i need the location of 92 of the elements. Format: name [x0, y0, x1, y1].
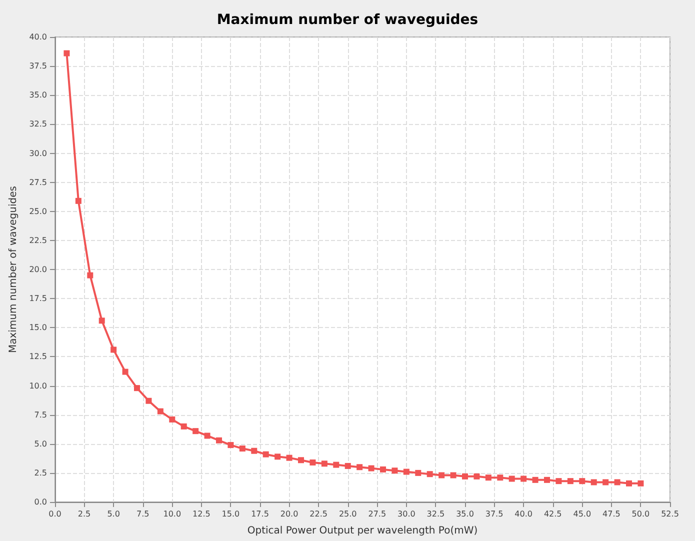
y-tick-label: 37.5	[29, 62, 47, 71]
x-tick-label: 10.0	[163, 510, 182, 518]
x-tick-label: 45.0	[573, 510, 592, 518]
point	[262, 451, 269, 458]
point	[638, 480, 644, 486]
point	[508, 476, 515, 482]
point	[544, 476, 550, 483]
point	[192, 428, 199, 434]
point	[157, 408, 164, 414]
x-axis-title: Optical Power Output per wavelength Po(mW)	[247, 526, 478, 536]
x-tick-label: 12.5	[192, 510, 210, 518]
y-tick-label: 10.0	[29, 381, 47, 390]
point	[426, 471, 433, 478]
point	[98, 318, 105, 324]
x-tick-label: 52.5	[661, 510, 679, 518]
point	[228, 442, 234, 448]
point	[602, 479, 609, 486]
point	[204, 432, 210, 439]
x-tick-label: 27.5	[368, 510, 386, 518]
point	[485, 474, 492, 481]
point	[368, 465, 374, 472]
point	[333, 462, 340, 468]
y-tick-label: 15.0	[29, 323, 47, 332]
x-tick-label: 25.0	[338, 510, 357, 518]
y-tick-label: 25.0	[29, 206, 47, 216]
point	[438, 472, 445, 478]
point	[251, 448, 258, 454]
y-tick-label: 20.0	[29, 265, 47, 274]
point	[392, 468, 398, 474]
chart-title: Maximum number of waveguides	[216, 12, 478, 28]
x-tick-label: 2.5	[78, 510, 91, 518]
point	[462, 473, 468, 480]
y-tick-label: 22.5	[29, 236, 47, 245]
point	[474, 473, 480, 480]
y-tick-label: 30.0	[29, 148, 47, 158]
y-tick-label: 0.0	[34, 498, 47, 506]
point	[532, 476, 538, 483]
x-tick-label: 50.0	[632, 510, 650, 518]
point	[216, 437, 222, 444]
point	[579, 478, 586, 484]
point	[450, 472, 456, 478]
point	[415, 470, 422, 476]
point	[239, 446, 246, 452]
y-tick-label: 7.5	[34, 410, 47, 420]
point	[110, 346, 117, 353]
y-tick-label: 12.5	[29, 352, 47, 362]
y-axis-title: Maximum number of waveguides	[8, 186, 19, 354]
y-tick-label: 5.0	[34, 439, 47, 448]
y-tick-label: 35.0	[29, 90, 47, 100]
x-tick-label: 0.0	[48, 510, 62, 518]
point	[321, 460, 328, 467]
x-tick-label: 35.0	[456, 510, 474, 518]
x-tick-label: 20.0	[280, 510, 298, 518]
point	[520, 476, 527, 482]
point	[590, 479, 597, 486]
x-tick-label: 17.5	[251, 510, 269, 518]
point	[497, 474, 504, 481]
point	[169, 416, 176, 422]
x-tick-label: 37.5	[485, 510, 504, 518]
y-tick-label: 17.5	[29, 294, 47, 304]
point	[403, 468, 410, 475]
point	[356, 464, 363, 470]
x-tick-label: 32.5	[426, 510, 445, 518]
point	[122, 368, 128, 375]
point	[75, 198, 82, 204]
point	[286, 454, 292, 461]
y-tick-label: 40.0	[29, 32, 47, 42]
point	[626, 480, 632, 486]
x-tick-label: 15.0	[222, 510, 240, 518]
point	[614, 479, 620, 486]
x-tick-label: 5.0	[107, 510, 120, 518]
x-tick-label: 30.0	[398, 510, 416, 518]
point	[87, 272, 94, 278]
point	[298, 457, 304, 464]
x-tick-label: 22.5	[310, 510, 328, 518]
point	[64, 50, 70, 56]
y-tick-label: 32.5	[29, 120, 47, 129]
x-tick-label: 7.5	[136, 510, 150, 518]
x-tick-label: 47.5	[602, 510, 620, 518]
point	[380, 466, 386, 472]
y-tick-label: 2.5	[34, 468, 47, 478]
point	[344, 462, 351, 469]
point	[556, 478, 562, 484]
point	[567, 478, 574, 484]
point	[274, 454, 281, 460]
y-tick-label: 27.5	[29, 178, 47, 187]
point	[310, 459, 316, 466]
point	[180, 423, 187, 430]
point	[146, 398, 152, 404]
x-tick-label: 40.0	[514, 510, 532, 518]
point	[134, 385, 140, 392]
x-tick-label: 42.5	[544, 510, 562, 518]
